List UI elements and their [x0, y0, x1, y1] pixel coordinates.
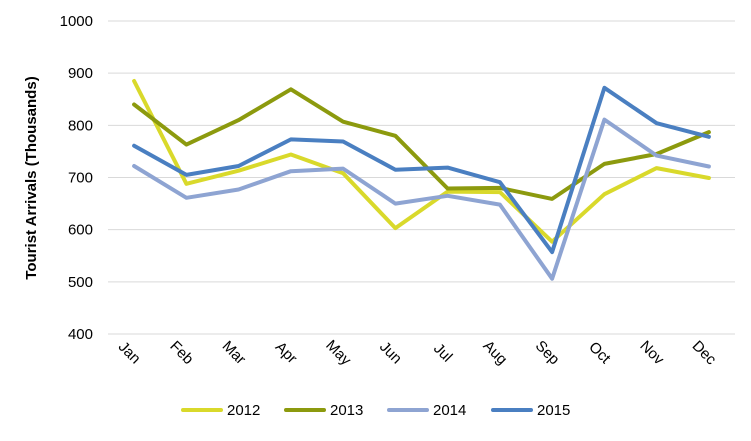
- legend: 2012 2013 2014 2015: [181, 402, 570, 419]
- legend-item-2014: 2014: [387, 402, 466, 419]
- x-tick-label: Oct: [585, 339, 614, 368]
- y-tick-label: 400: [68, 326, 93, 343]
- legend-label: 2013: [330, 402, 363, 419]
- legend-item-2012: 2012: [181, 402, 260, 419]
- x-tick-label: Apr: [272, 339, 301, 368]
- y-tick-label: 600: [68, 222, 93, 239]
- series-line-2013: [132, 87, 711, 201]
- x-tick-label: Nov: [636, 337, 667, 368]
- y-tick-label: 700: [68, 170, 93, 187]
- y-tick-label: 900: [68, 65, 93, 82]
- legend-label: 2014: [433, 402, 466, 419]
- x-axis-ticks: Jan Feb Mar Apr May Jun Jul Aug Sep Oct Nov Dec: [115, 337, 720, 369]
- series-line-2012: [132, 79, 711, 244]
- x-tick-label: Jul: [430, 340, 456, 366]
- x-tick-label: Jun: [376, 338, 405, 367]
- x-tick-label: Mar: [219, 338, 249, 368]
- x-tick-label: Jan: [115, 338, 144, 367]
- y-tick-label: 800: [68, 117, 93, 134]
- x-tick-label: May: [322, 337, 354, 369]
- x-tick-label: Aug: [480, 337, 511, 368]
- series-lines: [132, 79, 711, 281]
- y-axis-ticks: 400 500 600 700 800 900 1000: [60, 13, 93, 343]
- series-line-2014: [132, 117, 711, 281]
- x-tick-label: Feb: [166, 338, 196, 368]
- series-line-2015: [132, 85, 711, 255]
- legend-item-2013: 2013: [284, 402, 363, 419]
- y-tick-label: 500: [68, 274, 93, 291]
- y-tick-label: 1000: [60, 13, 93, 30]
- x-tick-label: Sep: [532, 337, 563, 368]
- legend-label: 2015: [537, 402, 570, 419]
- x-tick-label: Dec: [689, 337, 720, 368]
- y-axis-label: Tourist Arrivals (Thousands): [23, 76, 40, 279]
- legend-label: 2012: [227, 402, 260, 419]
- legend-item-2015: 2015: [491, 402, 570, 419]
